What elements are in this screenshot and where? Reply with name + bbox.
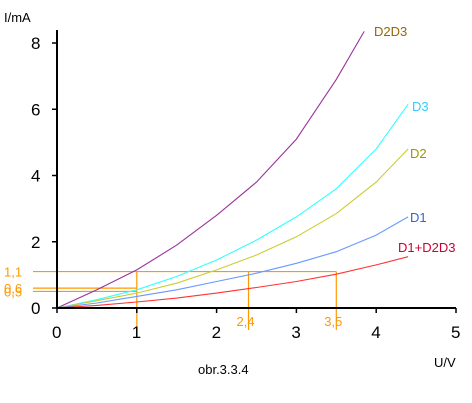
guide-h-label-1: 0,6 (4, 281, 22, 296)
series-lines: D2D3 D3 D2 D1 D1+D2D3 (56, 24, 455, 309)
x-tick-label-5: 5 (451, 323, 460, 342)
series-label-3: D1 (410, 210, 427, 225)
y-tick-label-3: 6 (31, 100, 40, 119)
guide-h-label-0: 1,1 (4, 265, 22, 280)
guide-lines: 1,10,60,5 2,4 3,5 (4, 265, 342, 330)
series-line-1 (56, 103, 409, 309)
x-tick-label-1: 1 (132, 323, 141, 342)
series-label-4: D1+D2D3 (398, 240, 455, 255)
chart-labels: I/mA U/V obr.3.3.4 (4, 10, 456, 377)
series-line-4 (56, 256, 409, 309)
guide-h-label-2: 0,5 (4, 284, 22, 299)
x-tick-label-4: 4 (371, 323, 380, 342)
series-label-2: D2 (410, 146, 427, 161)
y-tick-label-4: 8 (31, 34, 40, 53)
x-tick-label-3: 3 (291, 323, 300, 342)
series-label-1: D3 (412, 99, 429, 114)
guide-v-label-1: 2,4 (237, 314, 255, 329)
x-axis-label: U/V (434, 355, 456, 370)
figure-caption: obr.3.3.4 (198, 362, 249, 377)
y-axis-label: I/mA (4, 10, 31, 25)
y-tick-label-2: 4 (31, 167, 40, 186)
guide-v-label-2: 3,5 (324, 314, 342, 329)
series-line-0 (56, 31, 365, 309)
x-tick-label-2: 2 (212, 323, 221, 342)
series-line-3 (56, 216, 409, 309)
y-tick-label-0: 0 (31, 299, 40, 318)
x-tick-label-0: 0 (52, 323, 61, 342)
axes: 0 1 2 3 4 5 0 2 4 6 8 (31, 30, 460, 342)
series-label-0: D2D3 (374, 24, 407, 39)
series-line-2 (56, 148, 409, 309)
y-tick-label-1: 2 (31, 233, 40, 252)
